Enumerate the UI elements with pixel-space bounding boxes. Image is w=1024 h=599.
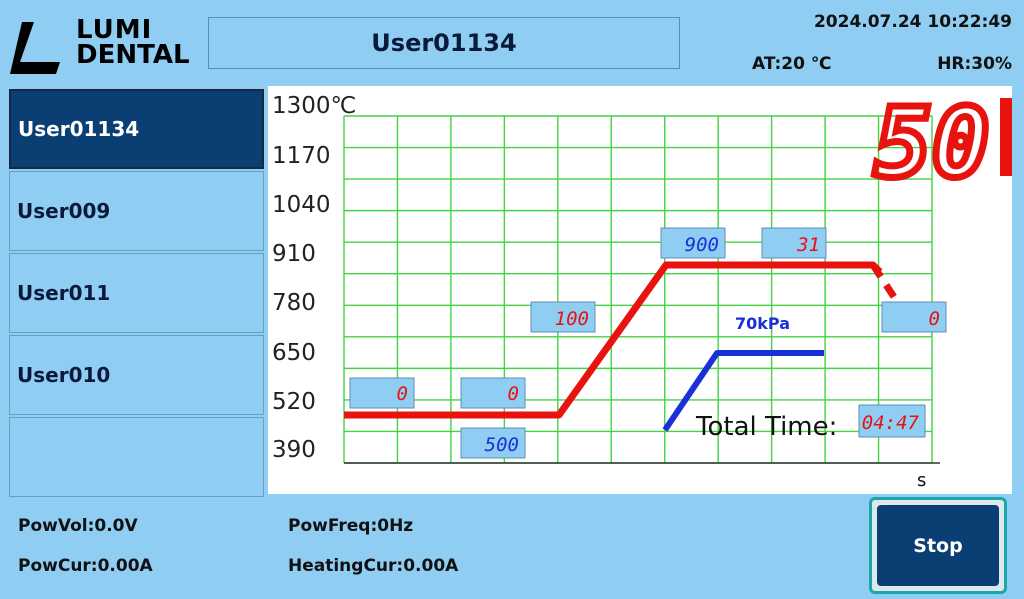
y-axis-tick-label: 520 <box>272 389 316 415</box>
y-axis-labels: 1300℃ 1170 1040 910 780 650 520 390 <box>272 93 356 463</box>
firing-chart: 1300℃ 1170 1040 910 780 650 520 390 50 70kPa 0 … <box>268 86 1012 494</box>
total-time-value: 04:47 <box>862 412 920 434</box>
vacuum-label: 70kPa <box>735 314 790 333</box>
chart-grid <box>343 115 940 464</box>
ambient-temperature: AT:20 ℃ <box>752 54 832 74</box>
cooling-curve <box>870 263 899 302</box>
setpoint-start-temp[interactable]: 500 <box>460 427 526 459</box>
y-axis-tick-label: 1040 <box>272 192 331 218</box>
logo-line-1: LUMI <box>76 15 153 45</box>
setpoint-heat-rate[interactable]: 100 <box>530 301 596 333</box>
vacuum-curve <box>662 350 824 432</box>
program-list: User01134 User009 User011 User010 <box>9 89 264 499</box>
datetime-display: 2024.07.24 10:22:49 <box>813 12 1012 32</box>
setpoint-hold-time[interactable]: 31 <box>761 227 827 259</box>
stop-button-frame: Stop <box>869 497 1007 594</box>
power-current: PowCur:0.00A <box>18 556 153 576</box>
setpoint-heat-rate-value: 100 <box>555 308 589 330</box>
power-frequency: PowFreq:0Hz <box>288 516 414 536</box>
setpoint-start-hold[interactable]: 0 <box>349 377 415 409</box>
current-temperature-cutoff-digit <box>1000 98 1012 176</box>
y-axis-tick-label: 650 <box>272 340 316 366</box>
y-axis-tick-label: 780 <box>272 290 316 316</box>
heating-current: HeatingCur:0.00A <box>288 556 459 576</box>
program-list-item[interactable] <box>9 417 264 497</box>
total-time-box: 04:47 <box>858 404 926 438</box>
x-axis-unit: s <box>917 470 927 491</box>
logo-text: LUMI DENTAL <box>76 15 190 70</box>
setpoint-start-hold-value: 0 <box>397 383 408 405</box>
humidity-display: HR:30% <box>937 54 1012 74</box>
current-temperature-display: 50 <box>871 86 1012 203</box>
setpoint-dry-time-value: 0 <box>508 383 519 405</box>
y-axis-tick-label: 910 <box>272 241 316 267</box>
y-axis-tick-label: 1170 <box>272 143 331 169</box>
stop-button[interactable]: Stop <box>877 505 999 586</box>
setpoint-start-temp-value: 500 <box>485 434 519 456</box>
logo-line-2: DENTAL <box>76 40 190 70</box>
program-title: User01134 <box>208 17 680 69</box>
setpoint-cool-time-value: 0 <box>929 308 940 330</box>
y-axis-tick-label: 390 <box>272 437 316 463</box>
logo-mark-icon <box>10 22 60 74</box>
program-list-item[interactable]: User010 <box>9 335 264 415</box>
total-time-label: Total Time: <box>695 412 837 442</box>
lumi-dental-logo: LUMI DENTAL <box>10 15 205 74</box>
power-voltage: PowVol:0.0V <box>18 516 138 536</box>
program-list-item[interactable]: User009 <box>9 171 264 251</box>
program-list-item[interactable]: User01134 <box>9 89 264 169</box>
temperature-curve <box>344 261 883 419</box>
setpoint-final-temp[interactable]: 900 <box>660 227 726 259</box>
y-axis-tick-label: 1300℃ <box>272 93 356 119</box>
program-list-item[interactable]: User011 <box>9 253 264 333</box>
setpoint-hold-time-value: 31 <box>796 234 820 256</box>
setpoint-dry-time[interactable]: 0 <box>460 377 526 409</box>
current-temperature-value: 50 <box>874 87 990 199</box>
setpoint-cool-time[interactable]: 0 <box>881 301 947 333</box>
setpoint-final-temp-value: 900 <box>685 234 719 256</box>
